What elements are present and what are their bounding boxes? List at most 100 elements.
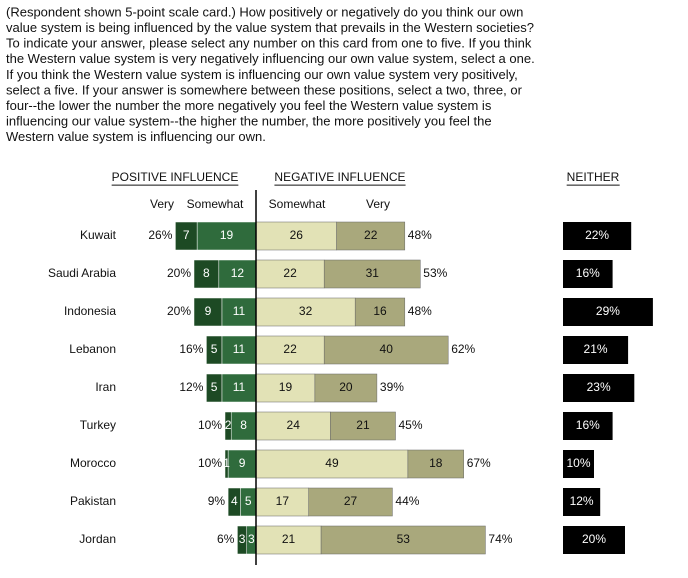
segment-label: 8: [203, 266, 210, 280]
bar: [563, 260, 613, 288]
bar-segment: [206, 373, 223, 403]
bar-segment: [255, 259, 325, 289]
total-label: 74%: [488, 532, 512, 546]
series-header: Very: [366, 197, 390, 211]
segment-label: 53: [397, 532, 411, 546]
segment-label: 32: [299, 304, 313, 318]
value-label: 16%: [576, 266, 600, 280]
segment-label: 27: [344, 494, 358, 508]
bar-segment: [224, 449, 229, 479]
series-header: Very: [150, 197, 174, 211]
segment-label: 19: [220, 228, 234, 242]
segment-label: 22: [283, 342, 297, 356]
category-label: Kuwait: [80, 228, 117, 242]
group-header: POSITIVE INFLUENCE: [112, 170, 239, 184]
segment-label: 22: [364, 228, 378, 242]
bar-segment: [193, 297, 223, 327]
bar-segment: [221, 373, 257, 403]
bar-segment: [330, 411, 396, 441]
bar-segment: [255, 411, 331, 441]
bar-segment: [255, 449, 409, 479]
segment-label: 17: [276, 494, 290, 508]
bar: [563, 374, 635, 402]
value-label: 20%: [582, 532, 606, 546]
bar-segment: [320, 525, 486, 555]
value-label: 23%: [587, 380, 611, 394]
total-label: 10%: [198, 456, 222, 470]
title-line: four--the lower the number the more nega…: [6, 98, 492, 113]
bar-segment: [314, 373, 378, 403]
title-line: To indicate your answer, please select a…: [6, 36, 532, 51]
segment-label: 11: [233, 304, 246, 318]
total-label: 6%: [217, 532, 235, 546]
segment-label: 2: [225, 418, 232, 432]
category-label: Turkey: [80, 418, 116, 432]
total-label: 48%: [408, 304, 432, 318]
segment-label: 11: [233, 380, 246, 394]
total-label: 16%: [179, 342, 203, 356]
bar: [563, 488, 601, 516]
segment-label: 8: [240, 418, 247, 432]
bar-segment: [227, 449, 257, 479]
segment-label: 11: [233, 342, 246, 356]
bar: [563, 526, 625, 554]
segment-label: 3: [239, 532, 246, 546]
bar-segment: [230, 411, 257, 441]
total-label: 9%: [208, 494, 226, 508]
bar-segment: [323, 335, 449, 365]
segment-label: 5: [211, 342, 218, 356]
segment-label: 16: [373, 304, 387, 318]
value-label: 12%: [570, 494, 594, 508]
bar-segment: [237, 525, 247, 555]
bar: [563, 450, 594, 478]
title-line: the Western value system is very negativ…: [6, 51, 535, 66]
bar-segment: [206, 335, 223, 365]
value-label: 16%: [576, 418, 600, 432]
segment-label: 9: [205, 304, 212, 318]
total-label: 44%: [395, 494, 419, 508]
bar: [563, 222, 632, 250]
group-header: NEGATIVE INFLUENCE: [274, 170, 405, 184]
bar-segment: [255, 335, 325, 365]
bar-segment: [175, 221, 198, 251]
total-label: 39%: [380, 380, 404, 394]
segment-label: 22: [283, 266, 297, 280]
bar-segment: [193, 259, 220, 289]
segment-label: 7: [183, 228, 190, 242]
segment-label: 9: [239, 456, 246, 470]
segment-label: 1: [223, 456, 230, 470]
group-header: NEITHER: [567, 170, 620, 184]
title-line: influencing our value system--the higher…: [6, 114, 492, 129]
series-header: Somewhat: [269, 197, 326, 211]
total-label: 12%: [179, 380, 203, 394]
bar-segment: [227, 487, 241, 517]
segment-label: 18: [429, 456, 443, 470]
value-label: 29%: [596, 304, 620, 318]
segment-label: 21: [356, 418, 370, 432]
value-label: 22%: [585, 228, 609, 242]
category-label: Indonesia: [64, 304, 116, 318]
title-line: select a five. If your answer is somewhe…: [6, 82, 523, 97]
title-line: value system is being influenced by the …: [6, 20, 534, 35]
category-label: Morocco: [70, 456, 116, 470]
total-label: 67%: [467, 456, 491, 470]
segment-label: 3: [248, 532, 255, 546]
segment-label: 4: [231, 494, 238, 508]
segment-label: 31: [366, 266, 380, 280]
category-label: Jordan: [79, 532, 116, 546]
series-header: Somewhat: [187, 197, 244, 211]
total-label: 20%: [167, 266, 191, 280]
total-label: 26%: [148, 228, 172, 242]
category-label: Saudi Arabia: [48, 266, 116, 280]
bar-segment: [407, 449, 464, 479]
bar-segment: [196, 221, 257, 251]
bar-segment: [221, 335, 257, 365]
title-line: (Respondent shown 5-point scale card.) H…: [6, 4, 523, 19]
total-label: 48%: [408, 228, 432, 242]
segment-label: 21: [282, 532, 296, 546]
bar-segment: [255, 297, 356, 327]
segment-label: 49: [325, 456, 339, 470]
bar-segment: [255, 525, 322, 555]
